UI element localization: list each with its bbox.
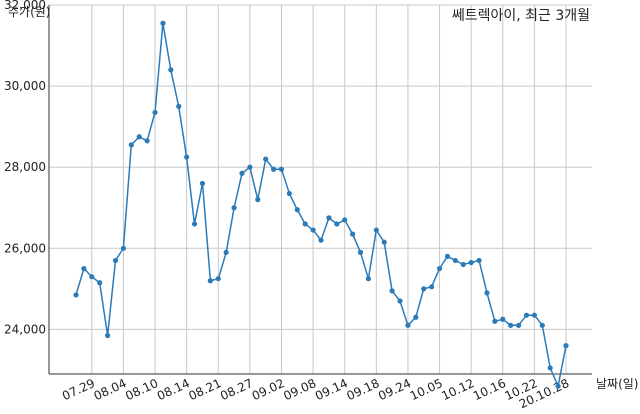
data-point	[381, 239, 387, 245]
data-point	[539, 322, 545, 328]
data-point	[207, 278, 213, 284]
data-point	[81, 265, 87, 272]
y-axis-label: 주가(원)	[8, 5, 50, 19]
data-point	[152, 109, 158, 116]
data-point	[523, 312, 530, 318]
data-point	[547, 365, 553, 371]
data-point	[302, 221, 308, 227]
data-point	[176, 103, 182, 109]
data-point	[429, 284, 435, 290]
data-point	[160, 20, 166, 26]
y-tick-labels: 24,000 26,000 28,000 30,000 32,000	[4, 0, 46, 336]
data-point	[105, 332, 111, 339]
data-point	[397, 298, 403, 304]
data-point	[373, 227, 379, 233]
axes	[48, 5, 592, 375]
data-point	[555, 383, 561, 389]
data-point	[500, 316, 506, 322]
data-point	[531, 312, 537, 318]
data-point	[563, 343, 569, 349]
data-point	[231, 205, 237, 211]
data-point	[342, 217, 348, 223]
data-point	[413, 314, 419, 320]
data-point	[215, 276, 221, 282]
data-point	[191, 221, 198, 227]
data-point	[405, 322, 411, 328]
data-point	[120, 245, 127, 251]
data-point	[112, 257, 119, 264]
data-point	[136, 134, 142, 140]
data-point	[476, 257, 482, 264]
data-point	[452, 257, 458, 264]
chart-title: 쎄트렉아이, 최근 3개월	[452, 8, 590, 24]
data-point	[468, 259, 474, 266]
data-point	[389, 288, 395, 294]
data-point	[492, 318, 498, 324]
grid-lines	[49, 4, 592, 374]
data-point	[247, 164, 253, 170]
data-point	[334, 221, 340, 227]
data-point	[168, 67, 174, 73]
y-tick-label: 28,000	[4, 160, 46, 174]
y-tick-label: 24,000	[4, 322, 46, 336]
data-point	[294, 207, 300, 213]
data-point	[89, 274, 95, 280]
data-point	[436, 265, 443, 272]
data-point	[365, 276, 372, 282]
data-point	[73, 292, 79, 298]
data-point	[239, 170, 245, 176]
data-point	[97, 280, 103, 286]
data-point	[460, 261, 466, 268]
price-points	[73, 20, 569, 389]
data-point	[508, 322, 514, 328]
price-series-line	[75, 23, 567, 389]
y-tick-label: 32,000	[4, 0, 46, 12]
data-point	[350, 231, 356, 237]
y-tick-label: 26,000	[4, 241, 46, 255]
data-point	[278, 166, 285, 172]
data-point	[144, 138, 150, 144]
data-point	[310, 227, 316, 233]
data-point	[223, 249, 229, 255]
data-point	[318, 237, 324, 243]
data-point	[484, 290, 490, 296]
x-tick-labels: 07.2908.0408.1008.1408.2108.2709.0209.08…	[60, 376, 571, 411]
data-point	[184, 154, 190, 160]
data-point	[270, 166, 277, 172]
data-point	[421, 286, 427, 292]
data-point	[444, 253, 451, 260]
data-point	[515, 322, 522, 328]
data-point	[263, 156, 269, 162]
data-point	[286, 190, 292, 197]
data-point	[199, 180, 206, 187]
y-tick-label: 30,000	[4, 79, 46, 93]
x-axis-label: 날짜(일)	[596, 377, 638, 391]
data-point	[326, 215, 332, 221]
data-point	[357, 249, 364, 255]
data-point	[128, 142, 134, 148]
data-point	[255, 197, 261, 203]
